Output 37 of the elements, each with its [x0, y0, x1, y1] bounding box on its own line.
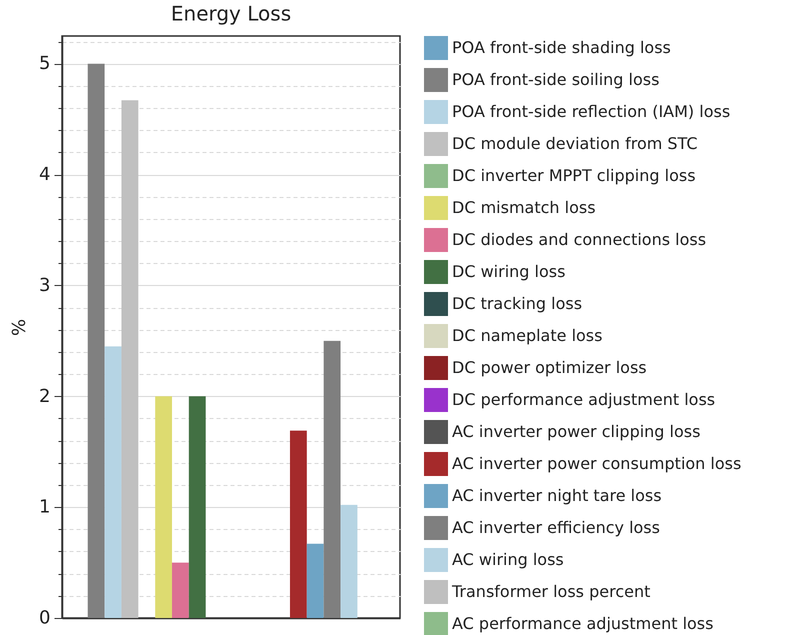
bar: [121, 100, 138, 618]
legend-label: AC inverter efficiency loss: [452, 518, 660, 537]
legend-label: DC tracking loss: [452, 294, 582, 313]
y-tick-label: 2: [39, 386, 50, 407]
legend-label: DC mismatch loss: [452, 198, 596, 217]
bar: [88, 64, 105, 618]
legend-label: DC power optimizer loss: [452, 358, 647, 377]
legend-label: DC module deviation from STC: [452, 134, 698, 153]
bar: [155, 396, 172, 618]
bar: [188, 396, 206, 618]
bar: [340, 504, 358, 618]
bar: [290, 430, 307, 618]
legend-label: AC inverter power clipping loss: [452, 422, 700, 441]
legend-label: DC diodes and connections loss: [452, 230, 706, 249]
legend-label: DC nameplate loss: [452, 326, 602, 345]
legend-label: DC wiring loss: [452, 262, 566, 281]
chart-title: Energy Loss: [170, 2, 292, 26]
legend-label: DC performance adjustment loss: [452, 390, 716, 409]
legend-label: AC wiring loss: [452, 550, 564, 569]
legend-label: POA front-side soiling loss: [452, 70, 660, 89]
y-tick-label: 3: [39, 274, 50, 296]
legend-label: AC inverter night tare loss: [452, 486, 662, 505]
bar: [324, 340, 341, 618]
legend-label: POA front-side shading loss: [452, 38, 671, 57]
y-tick-label: 1: [39, 496, 50, 518]
legend-label: AC performance adjustment loss: [452, 614, 714, 633]
legend-label: DC inverter MPPT clipping loss: [452, 166, 696, 185]
bar: [172, 562, 189, 618]
y-tick-label: 0: [39, 608, 50, 628]
y-axis-title: %: [9, 318, 30, 336]
legend-label: Transformer loss percent: [451, 582, 650, 601]
y-tick-label: 5: [39, 53, 50, 74]
legend-label: POA front-side reflection (IAM) loss: [452, 102, 730, 121]
bar: [104, 346, 122, 618]
legend-label: AC inverter power consumption loss: [452, 454, 742, 473]
bar: [306, 544, 324, 618]
y-tick-label: 4: [39, 164, 50, 186]
